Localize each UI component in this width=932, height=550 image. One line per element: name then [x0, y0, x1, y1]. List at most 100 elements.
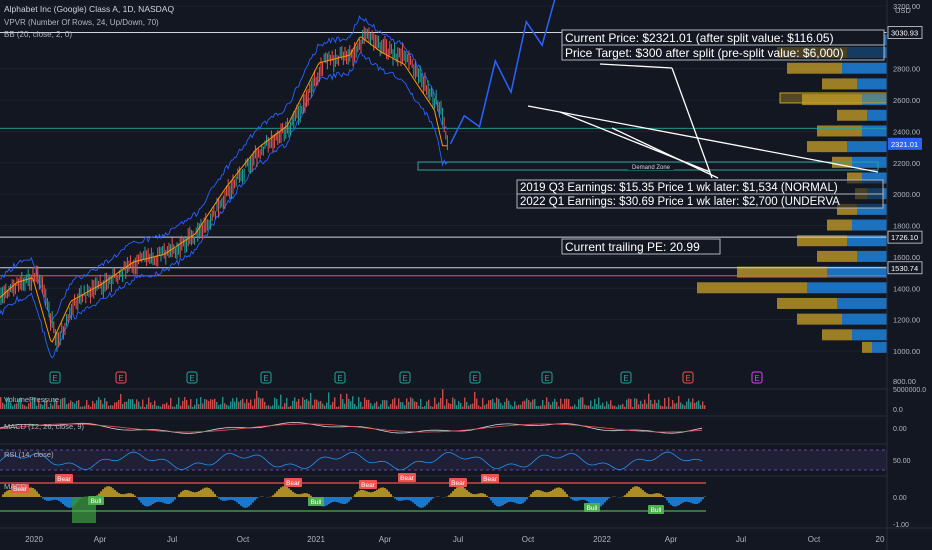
volume-bar: [292, 400, 294, 409]
earnings-badge[interactable]: E: [260, 371, 272, 384]
osc-bar: [648, 493, 650, 497]
osc-bar: [510, 497, 512, 502]
volume-bar: [218, 405, 220, 409]
volume-bar: [198, 404, 200, 409]
price-axis[interactable]: 3200.00 2800.00 2600.00 2400.00 2200.00 2000.…: [887, 2, 926, 529]
earnings-badge[interactable]: E: [541, 371, 553, 384]
volume-bar: [204, 399, 206, 409]
osc-bar: [454, 489, 456, 497]
bear-badge[interactable]: Bear: [449, 478, 467, 487]
osc-bar: [38, 493, 40, 497]
rsi-pane-title[interactable]: RSI (14, close): [4, 450, 54, 459]
osc-pane-title[interactable]: MACD: [4, 482, 27, 491]
volume-bar: [4, 404, 6, 409]
bull-badge[interactable]: Bull: [88, 496, 104, 505]
volume-bar: [98, 397, 100, 409]
trend-line-3[interactable]: [611, 127, 719, 179]
volume-bar: [508, 400, 510, 409]
earnings-badge-label: E: [623, 374, 628, 383]
osc-bar: [370, 492, 372, 497]
earnings-badge[interactable]: E: [751, 371, 763, 384]
osc-bar: [112, 488, 114, 497]
volume-bar: [676, 402, 678, 409]
volume-bar: [646, 403, 648, 409]
trend-line-drop[interactable]: [671, 67, 713, 179]
volume-bar: [156, 405, 158, 409]
osc-bar: [384, 488, 386, 497]
osc-bar: [44, 497, 46, 501]
bear-badge[interactable]: Bear: [359, 480, 377, 489]
earnings-badge[interactable]: E: [186, 371, 198, 384]
osc-bar: [70, 497, 72, 508]
osc-bar: [670, 497, 672, 505]
price-tick: 2400.00: [893, 127, 920, 136]
bear-badge[interactable]: Bear: [55, 474, 73, 483]
volume-bar: [330, 404, 332, 409]
symbol-title[interactable]: Alphabet Inc (Google) Class A, 1D, NASDA…: [4, 4, 174, 14]
volume-bar: [56, 400, 58, 409]
osc-bar: [16, 491, 18, 497]
volume-bar: [62, 397, 64, 409]
annotation-price-target[interactable]: Price Target: $300 after split (pre-spli…: [561, 44, 885, 61]
osc-bar: [212, 491, 214, 497]
bear-badge[interactable]: Bear: [481, 474, 499, 483]
annotation-trailing-pe[interactable]: Current trailing PE: 20.99: [561, 238, 721, 255]
osc-bar: [174, 497, 176, 500]
time-axis[interactable]: 2020 Apr Jul Oct 2021 Apr Jul Oct 2022 Apr Jul Oct 2…: [25, 535, 885, 544]
svg-text:Bear: Bear: [57, 476, 72, 483]
volume-bar: [582, 397, 584, 409]
osc-bar: [678, 497, 680, 506]
osc-bar: [550, 491, 552, 497]
indicator-bb[interactable]: BB (20, close, 2, 0): [4, 30, 72, 39]
earnings-badge[interactable]: E: [334, 371, 346, 384]
bull-badge[interactable]: Bull: [308, 497, 324, 506]
osc-bar: [646, 493, 648, 497]
volume-bar: [280, 394, 282, 409]
bear-badge[interactable]: Bear: [284, 478, 302, 487]
osc-bar: [276, 491, 278, 497]
volume-bar: [190, 399, 192, 409]
volume-bar: [272, 405, 274, 409]
volume-bar: [236, 397, 238, 409]
annotation-earnings-2022[interactable]: 2022 Q1 Earnings: $30.69 Price 1 wk late…: [516, 193, 884, 209]
osc-bar: [182, 490, 184, 497]
osc-bar: [200, 489, 202, 497]
volume-bar: [474, 391, 476, 409]
volume-bar: [518, 404, 520, 409]
volume-bar: [286, 397, 288, 409]
osc-bar: [592, 497, 594, 506]
volume-bar: [34, 397, 36, 409]
earnings-badge[interactable]: E: [682, 371, 694, 384]
volume-bar: [340, 393, 342, 409]
osc-bar: [676, 497, 678, 507]
earnings-badge[interactable]: E: [49, 371, 61, 384]
macd-pane-title[interactable]: MACD (12, 26, close, 9): [4, 422, 85, 431]
osc-bar: [240, 497, 242, 506]
earnings-badge[interactable]: E: [399, 371, 411, 384]
trend-line-top[interactable]: [599, 63, 673, 69]
annotation-current-price[interactable]: Current Price: $2321.01 (after split val…: [561, 29, 885, 46]
volume-bar: [290, 405, 292, 409]
earnings-badge[interactable]: E: [620, 371, 632, 384]
bull-badge[interactable]: Bull: [584, 503, 600, 512]
volume-bar: [384, 400, 386, 409]
earnings-badge[interactable]: E: [469, 371, 481, 384]
volume-pane-title[interactable]: VolumePressure: [4, 395, 59, 404]
volume-bar: [184, 397, 186, 409]
osc-bar: [632, 487, 634, 497]
svg-text:Bull: Bull: [587, 505, 598, 512]
bull-badge[interactable]: Bull: [648, 505, 664, 514]
earnings-badge-label: E: [52, 374, 57, 383]
indicator-vpvr[interactable]: VPVR (Number Of Rows, 24, Up/Down, 70): [4, 18, 159, 27]
price-projection-line[interactable]: [449, 0, 558, 145]
vpvr-bar-up: [872, 341, 887, 353]
bear-badge[interactable]: Bear: [11, 484, 29, 493]
bear-badge[interactable]: Bear: [398, 473, 416, 482]
volume-bar: [440, 398, 442, 409]
volume-bar: [366, 399, 368, 409]
osc-bar: [136, 497, 138, 498]
trend-line-1[interactable]: [527, 105, 879, 173]
annotation-earnings-2019[interactable]: 2019 Q3 Earnings: $15.35 Price 1 wk late…: [516, 179, 884, 195]
earnings-badge[interactable]: E: [115, 371, 127, 384]
